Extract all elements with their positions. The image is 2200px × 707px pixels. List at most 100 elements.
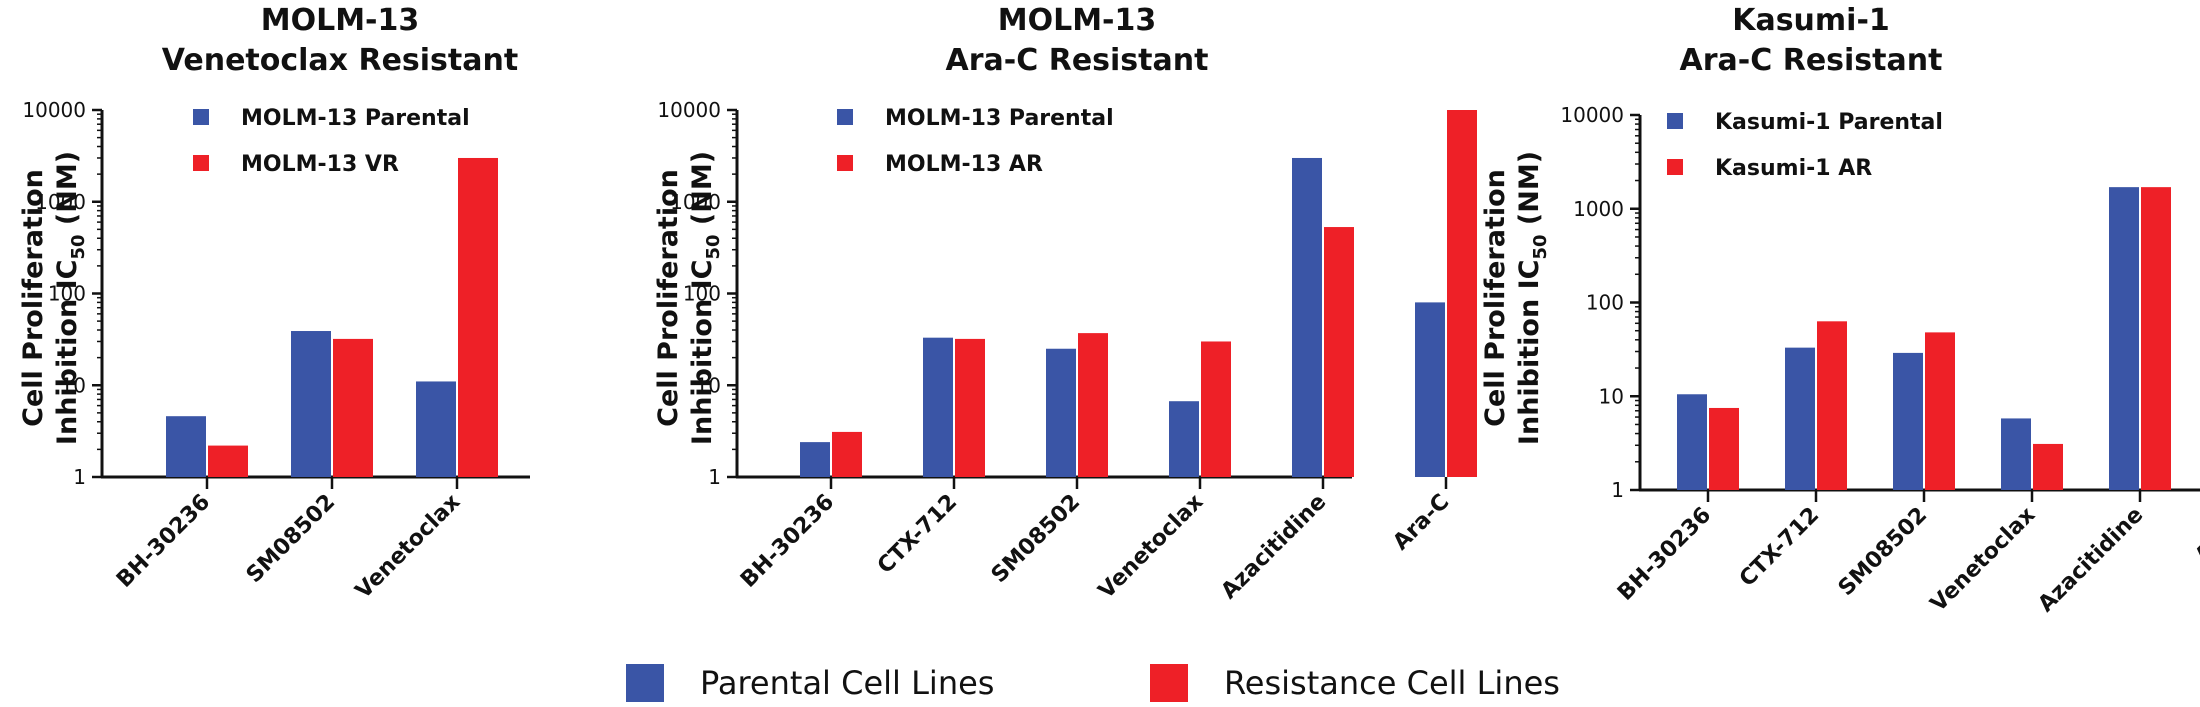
chart-subtitle: Venetoclax Resistant bbox=[162, 43, 518, 78]
bar-resistant bbox=[208, 445, 248, 477]
bar-parental bbox=[166, 416, 206, 477]
chart-2: MOLM-13 Ara-C Resistant Cell Proliferation… bbox=[653, 3, 1477, 604]
x-tick-label: BH-30236 bbox=[112, 490, 215, 593]
chart-subtitle: Ara-C Resistant bbox=[1680, 43, 1943, 78]
bar-parental bbox=[1415, 302, 1445, 477]
legend-resistance: Resistance Cell Lines bbox=[1150, 662, 1560, 704]
x-tick-label: BH-30236 bbox=[736, 490, 839, 593]
legend-resistance-swatch bbox=[1150, 664, 1188, 702]
legend-swatch bbox=[193, 155, 209, 171]
x-tick-label: Venetoclax bbox=[1926, 503, 2040, 617]
y-tick-label: 1 bbox=[73, 465, 86, 489]
chart-title: MOLM-13 bbox=[998, 3, 1157, 38]
bar-resistant bbox=[458, 157, 498, 477]
y-tick-label: 100 bbox=[683, 282, 721, 306]
bar-resistant bbox=[1925, 332, 1955, 490]
y-axis-label-unit: (NM) bbox=[1514, 151, 1545, 235]
x-tick-label: Ara-C bbox=[2190, 503, 2200, 569]
legend-parental: Parental Cell Lines bbox=[626, 662, 994, 704]
bar-parental bbox=[923, 337, 953, 477]
x-tick-label: Azacitidine bbox=[1217, 490, 1332, 605]
y-axis-label-line1: Cell Proliferation bbox=[653, 169, 684, 427]
y-tick-label: 10000 bbox=[657, 98, 721, 122]
chart-title: MOLM-13 bbox=[261, 3, 420, 38]
y-tick-label: 10000 bbox=[1560, 103, 1624, 127]
y-axis-label-line2: Inhibition IC50 (NM) bbox=[687, 151, 724, 445]
y-tick-label: 10 bbox=[696, 373, 721, 397]
y-axis-label-main: Inhibition IC bbox=[52, 260, 83, 446]
legend-resistance-label: Resistance Cell Lines bbox=[1224, 664, 1560, 702]
legend-label: MOLM-13 Parental bbox=[241, 106, 470, 131]
chart-title: Kasumi-1 bbox=[1732, 3, 1890, 38]
bar-parental bbox=[1169, 401, 1199, 477]
bar-resistant bbox=[1201, 341, 1231, 477]
y-axis-label-subscript: 50 bbox=[1530, 234, 1551, 259]
y-tick-label: 100 bbox=[1586, 291, 1624, 315]
y-axis-label-unit: (NM) bbox=[52, 151, 83, 235]
x-tick-label: CTX-712 bbox=[1735, 503, 1824, 592]
x-tick-label: CTX-712 bbox=[873, 490, 962, 579]
bar-parental bbox=[800, 442, 830, 477]
legend-label: Kasumi-1 Parental bbox=[1715, 110, 1943, 135]
bar-parental bbox=[1677, 394, 1707, 490]
x-tick-label: Azacitidine bbox=[2034, 503, 2149, 618]
bar-resistant bbox=[1447, 110, 1477, 477]
x-tick-label: SM08502 bbox=[1834, 503, 1932, 601]
bar-parental bbox=[1046, 348, 1076, 477]
bar-resistant bbox=[2141, 187, 2171, 490]
legend-parental-swatch bbox=[626, 664, 664, 702]
legend-label: MOLM-13 Parental bbox=[885, 106, 1114, 131]
charts-canvas: MOLM-13 Venetoclax Resistant Cell Prolifer… bbox=[18, 3, 2200, 617]
x-tick-label: BH-30236 bbox=[1613, 503, 1716, 606]
legend-swatch bbox=[837, 155, 853, 171]
legend-swatch bbox=[837, 109, 853, 125]
y-axis-label-main: Inhibition IC bbox=[1514, 260, 1545, 446]
y-axis-label-subscript: 50 bbox=[703, 234, 724, 259]
x-tick-label: SM08502 bbox=[987, 490, 1085, 588]
y-axis-label-line1: Cell Proliferation bbox=[1480, 169, 1511, 427]
bar-resistant bbox=[1324, 227, 1354, 477]
y-tick-label: 1000 bbox=[670, 190, 721, 214]
x-tick-label: SM08502 bbox=[242, 490, 340, 588]
y-axis-label-unit: (NM) bbox=[687, 151, 718, 235]
chart-subtitle: Ara-C Resistant bbox=[946, 43, 1209, 78]
bar-resistant bbox=[832, 431, 862, 477]
bar-resistant bbox=[1078, 333, 1108, 477]
y-axis-label-main: Inhibition IC bbox=[687, 260, 718, 446]
y-axis-label-line2: Inhibition IC50 (NM) bbox=[52, 151, 89, 445]
legend-swatch bbox=[1667, 113, 1683, 129]
bar-parental bbox=[1785, 347, 1815, 490]
x-tick-label: Venetoclax bbox=[351, 490, 465, 604]
legend-label: MOLM-13 VR bbox=[241, 152, 399, 177]
legend-label: Kasumi-1 AR bbox=[1715, 156, 1872, 181]
bar-resistant bbox=[1709, 407, 1739, 490]
y-tick-label: 1000 bbox=[35, 190, 86, 214]
bar-resistant bbox=[955, 338, 985, 477]
y-tick-label: 10 bbox=[1599, 384, 1624, 408]
chart-1: MOLM-13 Venetoclax Resistant Cell Prolifer… bbox=[18, 3, 530, 604]
bar-parental bbox=[1893, 352, 1923, 490]
y-tick-label: 1000 bbox=[1573, 197, 1624, 221]
bar-resistant bbox=[333, 338, 373, 477]
y-tick-label: 1 bbox=[1611, 478, 1624, 502]
y-tick-label: 10 bbox=[61, 373, 86, 397]
bar-parental bbox=[291, 331, 331, 477]
y-tick-label: 10000 bbox=[22, 98, 86, 122]
chart-3: Kasumi-1 Ara-C Resistant Cell Proliferatio… bbox=[1480, 3, 2200, 617]
bar-resistant bbox=[1817, 321, 1847, 490]
bar-resistant bbox=[2033, 443, 2063, 490]
y-tick-label: 1 bbox=[708, 465, 721, 489]
y-tick-label: 100 bbox=[48, 282, 86, 306]
y-axis-label-subscript: 50 bbox=[68, 234, 89, 259]
bar-parental bbox=[1292, 157, 1322, 477]
legend-swatch bbox=[1667, 159, 1683, 175]
y-axis-label-line2: Inhibition IC50 (NM) bbox=[1514, 151, 1551, 445]
x-tick-label: Ara-C bbox=[1388, 490, 1454, 556]
x-tick-label: Venetoclax bbox=[1094, 490, 1208, 604]
legend-parental-label: Parental Cell Lines bbox=[700, 664, 995, 702]
bar-parental bbox=[2001, 418, 2031, 490]
legend-label: MOLM-13 AR bbox=[885, 152, 1043, 177]
bar-parental bbox=[416, 381, 456, 477]
y-axis-label-line1: Cell Proliferation bbox=[18, 169, 49, 427]
